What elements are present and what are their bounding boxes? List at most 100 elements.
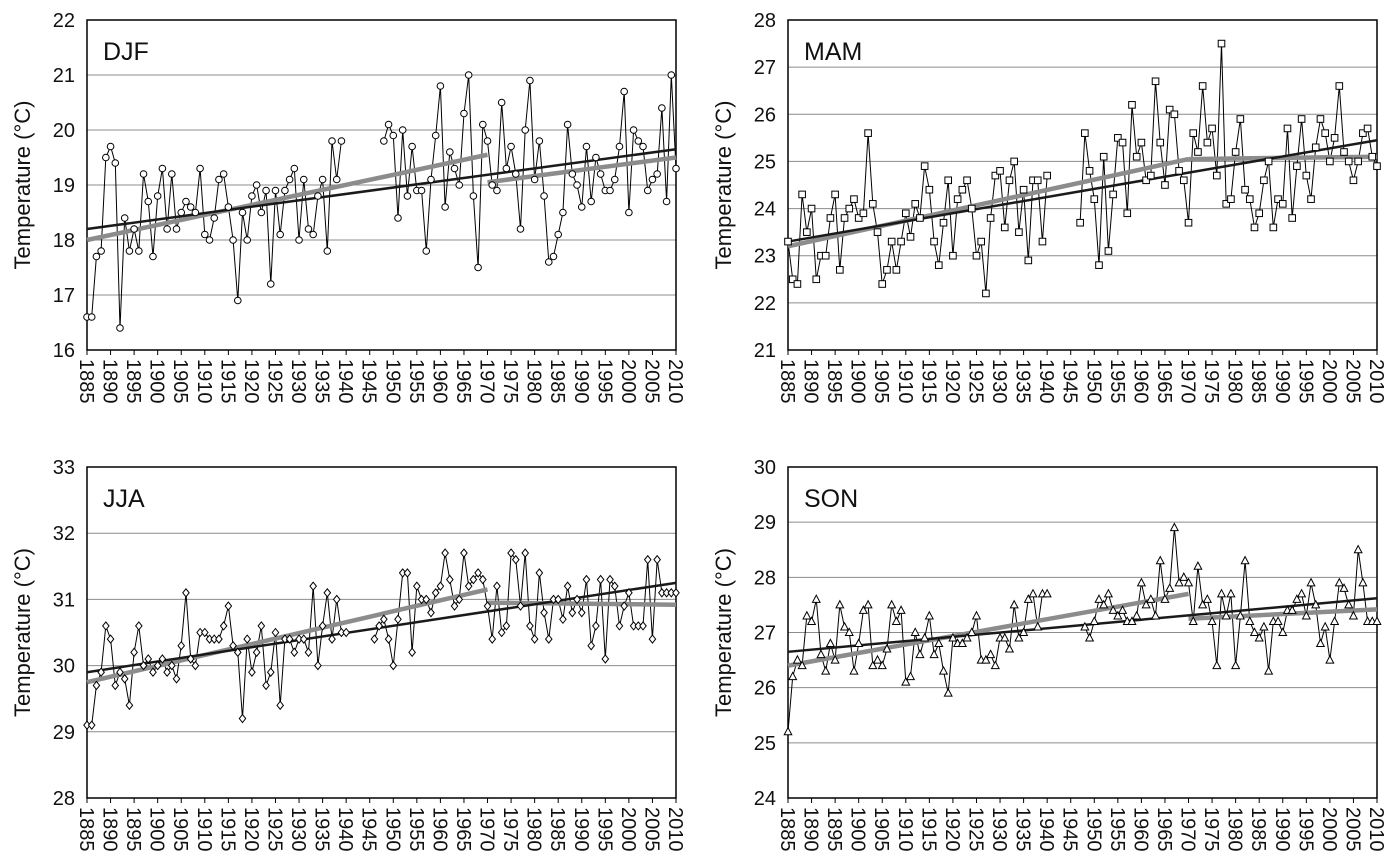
data-point xyxy=(964,177,971,184)
y-tick-label: 26 xyxy=(754,104,776,126)
x-tick-label: 1970 xyxy=(476,807,498,852)
x-tick-label: 1885 xyxy=(776,807,798,852)
data-point xyxy=(1322,130,1329,137)
data-point xyxy=(315,193,322,200)
data-point xyxy=(442,549,448,557)
data-point xyxy=(282,187,289,194)
data-point xyxy=(1213,172,1220,179)
data-point xyxy=(531,635,537,643)
data-point xyxy=(784,728,792,735)
x-tick-label: 1945 xyxy=(358,359,380,404)
x-tick-label: 1980 xyxy=(523,359,545,404)
data-point xyxy=(579,609,585,617)
x-tick-label: 1915 xyxy=(216,807,238,852)
x-tick-label: 1995 xyxy=(1294,359,1316,404)
data-point xyxy=(945,177,952,184)
x-tick-label: 2005 xyxy=(1341,359,1363,404)
data-point xyxy=(583,576,589,584)
x-tick-label: 1950 xyxy=(1082,359,1104,404)
y-axis-title: Temperature (°C) xyxy=(10,101,35,270)
x-tick-label: 1900 xyxy=(146,359,168,404)
data-point xyxy=(296,237,303,244)
data-point xyxy=(944,689,952,696)
data-point xyxy=(1298,590,1306,597)
data-point xyxy=(640,143,647,150)
x-tick-label: 1890 xyxy=(99,807,121,852)
data-point xyxy=(1138,139,1145,146)
data-point xyxy=(1006,177,1013,184)
data-point xyxy=(1336,83,1343,90)
data-point xyxy=(1279,628,1287,635)
x-tick-label: 1965 xyxy=(1153,807,1175,852)
data-point xyxy=(1025,257,1032,264)
data-point xyxy=(1181,177,1188,184)
data-point xyxy=(893,267,900,274)
data-point xyxy=(126,248,133,255)
data-point xyxy=(536,138,543,145)
series-line xyxy=(87,141,341,328)
x-tick-label: 1975 xyxy=(1200,807,1222,852)
data-point xyxy=(785,238,792,245)
data-point xyxy=(926,186,933,193)
data-point xyxy=(385,635,391,643)
data-point xyxy=(404,193,411,200)
data-point xyxy=(860,210,867,217)
x-tick-label: 1985 xyxy=(546,359,568,404)
data-point xyxy=(1156,557,1164,564)
data-point xyxy=(1270,224,1277,231)
x-tick-label: 1910 xyxy=(894,359,916,404)
x-tick-label: 1905 xyxy=(870,359,892,404)
x-tick-label: 1990 xyxy=(570,359,592,404)
data-point xyxy=(272,187,279,194)
data-point xyxy=(917,215,924,222)
x-tick-label: 2000 xyxy=(1318,359,1340,404)
data-point xyxy=(1133,153,1140,160)
chart-panel-djf: 161718192021221885 1890 1895 1900 1905 1910 19… xyxy=(10,10,686,404)
data-point xyxy=(832,191,839,198)
data-point xyxy=(888,238,895,245)
x-tick-label: 1975 xyxy=(499,807,521,852)
data-point xyxy=(1289,215,1296,222)
data-point xyxy=(630,127,637,134)
y-tick-label: 27 xyxy=(754,623,776,645)
x-tick-label: 1890 xyxy=(99,359,121,404)
y-tick-label: 28 xyxy=(754,567,776,589)
x-tick-label: 1980 xyxy=(523,807,545,852)
data-point xyxy=(385,121,392,128)
data-point xyxy=(107,635,113,643)
data-point xyxy=(888,601,896,608)
data-point xyxy=(616,143,623,150)
data-point xyxy=(418,187,425,194)
x-tick-label: 1910 xyxy=(193,359,215,404)
y-tick-label: 28 xyxy=(53,788,75,810)
series-line xyxy=(1080,44,1377,266)
data-point xyxy=(484,138,491,145)
data-point xyxy=(1044,172,1051,179)
series-line xyxy=(788,594,1047,732)
data-point xyxy=(1369,153,1376,160)
data-point xyxy=(879,281,886,288)
x-tick-label: 1940 xyxy=(334,807,356,852)
y-tick-label: 27 xyxy=(754,57,776,79)
data-point xyxy=(244,237,251,244)
data-point xyxy=(522,127,529,134)
x-tick-label: 1995 xyxy=(593,359,615,404)
data-point xyxy=(837,267,844,274)
data-point xyxy=(305,226,312,233)
y-tick-label: 24 xyxy=(754,199,776,221)
x-tick-label: 1965 xyxy=(452,359,474,404)
x-tick-label: 1935 xyxy=(311,359,333,404)
data-point xyxy=(202,231,209,238)
data-point xyxy=(103,154,110,161)
y-tick-label: 22 xyxy=(53,10,75,32)
data-point xyxy=(1204,139,1211,146)
data-point xyxy=(1194,562,1202,569)
x-tick-label: 1945 xyxy=(1059,807,1081,852)
data-point xyxy=(1016,229,1023,236)
data-point xyxy=(1265,667,1273,674)
data-point xyxy=(517,226,524,233)
data-point xyxy=(447,576,453,584)
data-point xyxy=(291,165,298,172)
data-point xyxy=(804,229,811,236)
piecewise-trend-line xyxy=(788,159,1189,246)
